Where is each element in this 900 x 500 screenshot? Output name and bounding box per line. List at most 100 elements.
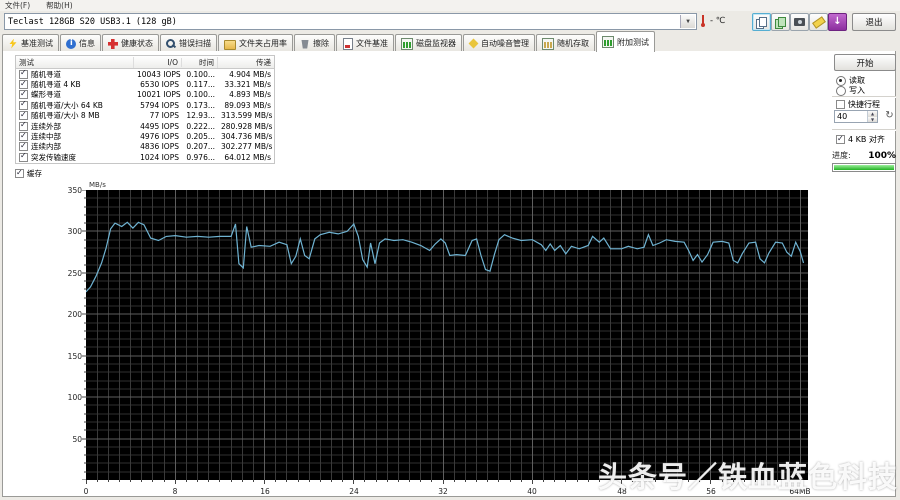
tab-aam[interactable]: 自动噪音管理 xyxy=(463,34,535,52)
stepper-up-icon[interactable]: ▲ xyxy=(868,111,877,117)
tab-erase[interactable]: 擦除 xyxy=(294,34,335,52)
align-checkbox[interactable] xyxy=(836,134,845,144)
row-checkbox[interactable] xyxy=(19,152,28,162)
eraser-button[interactable] xyxy=(809,13,828,31)
stepper-buttons[interactable]: ▲ ▼ xyxy=(867,111,877,122)
tab-folder-usage[interactable]: 文件夹占用率 xyxy=(218,34,293,52)
tab-info[interactable]: 信息 xyxy=(60,34,101,52)
align-label: 4 KB 对齐 xyxy=(848,135,885,144)
write-radio[interactable] xyxy=(836,85,846,96)
short-stroke-stepper[interactable]: 40 ▲ ▼ xyxy=(834,110,878,123)
copy-pages-icon xyxy=(756,16,767,29)
row-checkbox[interactable] xyxy=(19,69,28,79)
menu-file[interactable]: 文件(F) xyxy=(5,1,31,10)
align-row[interactable]: 4 KB 对齐 xyxy=(836,134,885,145)
table-row[interactable]: 随机寻道/大小 8 MB 77 IOPS 12.93... 313.599 MB/s xyxy=(16,110,274,121)
eraser-icon xyxy=(811,15,826,29)
y-axis-ticks xyxy=(82,190,86,480)
time-value: 12.93... xyxy=(186,111,215,121)
separator xyxy=(832,129,896,131)
write-radio-row[interactable]: 写入 xyxy=(836,85,865,96)
exit-button[interactable]: 退出 xyxy=(852,13,896,31)
time-value: 0.205... xyxy=(186,132,215,142)
test-name: 连续内部 xyxy=(31,142,61,152)
table-row[interactable]: 连续中部 4976 IOPS 0.205... 304.736 MB/s xyxy=(16,131,274,142)
test-name: 突发传输速度 xyxy=(31,152,76,162)
tab-label: 文件基准 xyxy=(356,39,388,48)
x-tick-label: 32 xyxy=(438,487,448,496)
table-row[interactable]: 突发传输速度 1024 IOPS 0.976... 64.012 MB/s xyxy=(16,152,274,162)
tab-disk-monitor[interactable]: 磁盘监视器 xyxy=(395,34,462,52)
cache-checkbox[interactable] xyxy=(15,168,24,178)
y-axis-unit-label: MB/s xyxy=(89,181,106,189)
x-tick-label: 64MB xyxy=(789,487,811,496)
start-button[interactable]: 开始 xyxy=(834,54,896,71)
y-tick-label: 250 xyxy=(67,269,82,278)
drive-select[interactable]: Teclast 128GB S20 USB3.1 (128 gB) ▼ xyxy=(4,13,697,30)
copy-pages-green-icon xyxy=(775,16,786,29)
benchmark-icon xyxy=(9,38,17,49)
row-checkbox[interactable] xyxy=(19,110,28,121)
tab-health[interactable]: 健康状态 xyxy=(102,34,159,52)
tab-error-scan[interactable]: 错误扫描 xyxy=(160,34,217,52)
x-tick-label: 48 xyxy=(617,487,627,496)
tab-extra-tests[interactable]: 附加测试 xyxy=(596,31,655,52)
tab-label: 附加测试 xyxy=(617,37,649,47)
row-checkbox[interactable] xyxy=(19,79,28,90)
tab-label: 随机存取 xyxy=(557,39,589,48)
transfer-value: 89.093 MB/s xyxy=(224,100,271,110)
table-row[interactable]: 随机寻道 4 KB 6530 IOPS 0.117... 33.321 MB/s xyxy=(16,79,274,90)
progress-bar-fill xyxy=(834,165,894,170)
transfer-value: 64.012 MB/s xyxy=(224,152,271,162)
read-radio-row[interactable]: 读取 xyxy=(836,75,865,86)
row-checkbox[interactable] xyxy=(19,121,28,131)
chevron-down-icon[interactable]: ▼ xyxy=(680,15,695,28)
transfer-value: 280.928 MB/s xyxy=(221,121,273,131)
tab-file-benchmark[interactable]: 文件基准 xyxy=(336,34,394,52)
separator xyxy=(832,96,896,98)
tab-random-access[interactable]: 随机存取 xyxy=(536,34,595,52)
screenshot-button[interactable] xyxy=(790,13,809,31)
y-tick-label: 350 xyxy=(67,186,82,195)
table-row[interactable]: 随机寻道/大小 64 KB 5794 IOPS 0.173... 89.093 MB/… xyxy=(16,100,274,110)
read-radio[interactable] xyxy=(836,75,846,86)
transfer-value: 302.277 MB/s xyxy=(221,142,273,152)
table-row[interactable]: 蝶形寻道 10021 IOPS 0.100... 4.893 MB/s xyxy=(16,89,274,100)
row-checkbox[interactable] xyxy=(19,100,28,110)
test-name: 随机寻道/大小 64 KB xyxy=(31,100,103,110)
x-tick-label: 16 xyxy=(260,487,270,496)
speed-line xyxy=(85,221,805,293)
tab-benchmark[interactable]: 基准测试 xyxy=(2,34,59,52)
x-axis-ticks xyxy=(86,480,801,484)
io-value: 5794 IOPS xyxy=(140,100,179,110)
table-row[interactable]: 连续外部 4495 IOPS 0.222... 280.928 MB/s xyxy=(16,121,274,131)
copy-pages-green-button[interactable] xyxy=(771,13,790,31)
row-checkbox[interactable] xyxy=(19,141,28,152)
watermark: 头条号／铁血蓝色科技 xyxy=(597,460,898,494)
refresh-icon[interactable]: ↻ xyxy=(885,110,894,121)
short-stroke-row[interactable]: 快捷行程 xyxy=(836,99,880,110)
io-value: 1024 IOPS xyxy=(140,152,179,162)
test-name: 蝶形寻道 xyxy=(31,90,61,100)
extra-tests-icon xyxy=(602,36,614,48)
io-value: 10043 IOPS xyxy=(137,69,181,79)
row-checkbox[interactable] xyxy=(19,89,28,100)
copy-pages-button[interactable] xyxy=(752,13,771,31)
time-value: 0.117... xyxy=(186,80,215,90)
row-checkbox[interactable] xyxy=(19,131,28,142)
menu-help[interactable]: 帮助(H) xyxy=(46,1,73,10)
time-value: 0.173... xyxy=(186,100,215,110)
table-row[interactable]: 随机寻道 10043 IOPS 0.100... 4.904 MB/s xyxy=(16,69,274,79)
io-value: 6530 IOPS xyxy=(140,80,179,90)
short-stroke-checkbox[interactable] xyxy=(836,100,845,109)
stepper-down-icon[interactable]: ▼ xyxy=(868,116,877,122)
table-row[interactable]: 连续内部 4836 IOPS 0.207... 302.277 MB/s xyxy=(16,141,274,152)
tab-label: 信息 xyxy=(79,39,95,48)
download-button[interactable]: ↓ xyxy=(828,13,847,31)
cache-checkbox-row[interactable]: 缓存 xyxy=(15,168,42,179)
transfer-value: 313.599 MB/s xyxy=(221,111,273,121)
tab-label: 基准测试 xyxy=(21,39,53,48)
time-value: 0.207... xyxy=(186,142,215,152)
